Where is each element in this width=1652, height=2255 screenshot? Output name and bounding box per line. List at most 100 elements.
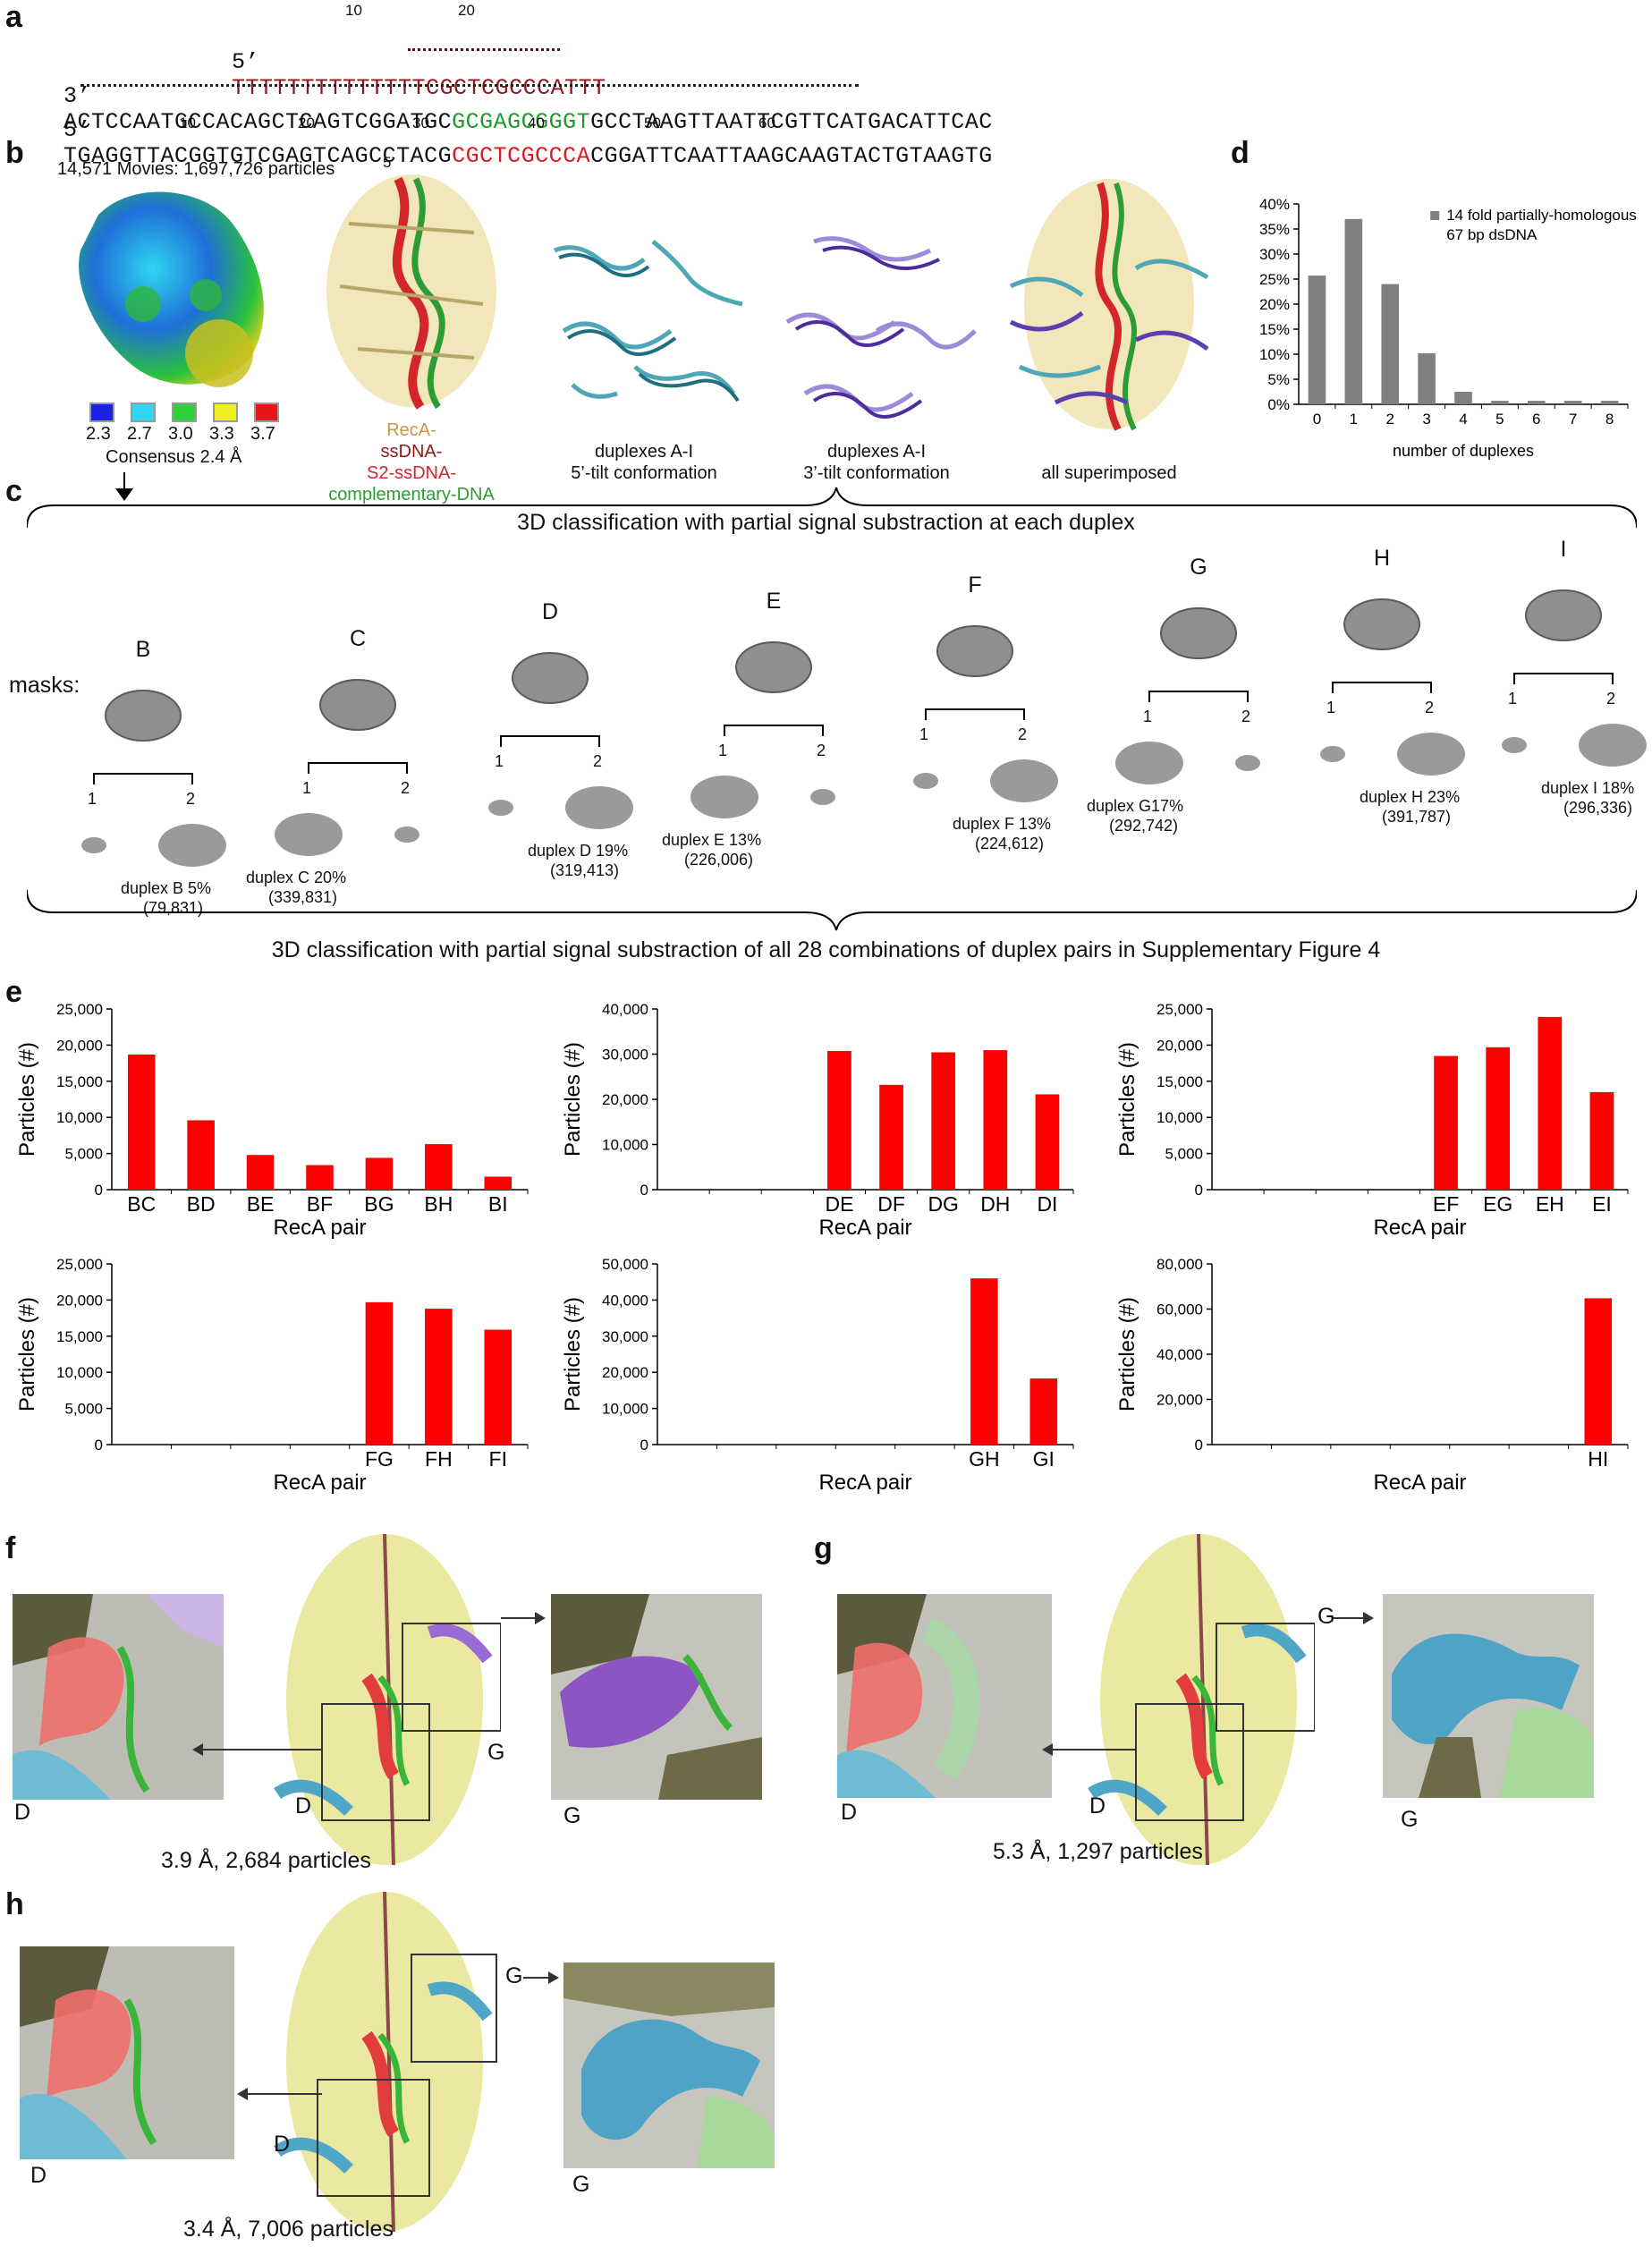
- panel-a-label: a: [5, 0, 22, 34]
- movies-particles-text: 14,571 Movies: 1,697,726 particles: [57, 159, 335, 179]
- branch-2-label-G: 2: [1241, 708, 1251, 725]
- scale-value-5: 3.7: [250, 424, 275, 444]
- bar-EI: [1589, 1091, 1614, 1190]
- x-axis-label: RecA pair: [273, 1216, 366, 1240]
- y-tick-label: 5%: [1267, 371, 1290, 388]
- y-tick-label: 0: [640, 1437, 648, 1454]
- legend-label-line2: 67 bp dsDNA: [1446, 226, 1538, 243]
- duplex-percent-F: duplex F 13%: [953, 815, 1052, 833]
- tick-20: 20: [458, 2, 475, 19]
- consensus-arrow-line: [123, 472, 125, 492]
- duplex-letter-C: C: [349, 626, 367, 651]
- branch-2-label-E: 2: [817, 742, 826, 759]
- duplex-column-E: E 1 2 duplex E 13% (226,006): [662, 537, 881, 912]
- duplex-percent-G: duplex G17%: [1087, 797, 1184, 815]
- duplex-column-F: F 1 2 duplex F 13% (224,612): [868, 537, 1082, 912]
- duplex-mask-graphic-D: [488, 652, 633, 829]
- branch-2-label-H: 2: [1425, 699, 1435, 716]
- bottom-brace: [27, 889, 1637, 931]
- y-tick-label: 5,000: [1165, 1146, 1203, 1163]
- scale-value-1: 2.3: [86, 424, 111, 444]
- y-axis-label: Particles (#): [15, 1042, 39, 1157]
- y-tick-label: 25,000: [56, 1256, 103, 1273]
- y-tick-label: 0: [95, 1437, 103, 1454]
- five-prime-label: 5’: [383, 154, 395, 171]
- bar-3: [1418, 352, 1436, 404]
- bar-DG: [931, 1052, 956, 1190]
- scale-value-2: 2.7: [127, 424, 152, 444]
- bar-4: [1454, 392, 1472, 404]
- bar-8: [1600, 401, 1619, 404]
- chart-pairs-D: 0 10,000 20,000 30,000 40,000 DE DF DG DH DI RecA …: [561, 1001, 1074, 1240]
- branch-2-label-B: 2: [186, 790, 196, 808]
- y-axis-label: Particles (#): [561, 1042, 585, 1157]
- x-tick-label: GI: [1033, 1447, 1055, 1471]
- panel-h-label: h: [5, 1887, 24, 1921]
- bar-HI: [1584, 1298, 1613, 1445]
- bar-DE: [827, 1050, 851, 1190]
- bar-BH: [425, 1144, 453, 1190]
- panel-f-center-D: D: [295, 1793, 312, 1818]
- bar-7: [1563, 401, 1582, 404]
- y-tick-label: 0: [640, 1182, 648, 1199]
- bottom-strand-seq2: CGGATTCAATTAAGCAAGTACTGTAAGTG: [590, 143, 993, 169]
- chart-pairs-B: 0 5,000 10,000 15,000 20,000 25,000 BC BD BE BF BG…: [15, 1001, 529, 1240]
- superimposed-structure: [1009, 179, 1209, 431]
- y-tick-label: 30,000: [602, 1047, 648, 1064]
- panel-c-label: c: [5, 474, 22, 508]
- y-axis-label: Particles (#): [561, 1297, 585, 1411]
- duplex-count-I: (296,336): [1563, 799, 1633, 817]
- pairing-dots-bottom: [80, 84, 859, 87]
- tick-b-30: 30: [412, 114, 429, 131]
- panel-g-right-G: G: [1401, 1807, 1419, 1832]
- panel-h-center-D: D: [274, 2132, 291, 2157]
- panel-g-arrow-right: [1333, 1617, 1365, 1619]
- x-tick-label: BD: [187, 1192, 216, 1216]
- x-tick-label: BG: [364, 1192, 394, 1216]
- y-tick-label: 20,000: [1156, 1037, 1203, 1054]
- x-tick-label: 2: [1385, 411, 1394, 428]
- duplexes-5tilt-line1: duplexes A-I: [594, 442, 694, 462]
- branch-2-label-I: 2: [1606, 690, 1616, 708]
- duplex-percent-I: duplex I 18%: [1541, 779, 1635, 797]
- bar-GH: [970, 1278, 998, 1445]
- bottom-strand-row: 5’ TGAGGTTACGGTGTCGAGTCAGCCTACGCGCTCGCCC…: [36, 91, 993, 169]
- middle-strand-row: 3’ ACTCCAATGCCACAGCTCAGTCGGATGCGCGAGCGGG…: [36, 57, 993, 135]
- panel-f-right-zoom: [551, 1594, 762, 1800]
- bar-BF: [306, 1165, 334, 1190]
- consensus-arrow-head: [115, 488, 133, 501]
- scale-value-3: 3.0: [168, 424, 193, 444]
- y-axis-label: Particles (#): [15, 1297, 39, 1411]
- legend-swatch: [1430, 211, 1440, 220]
- panel-b-label: b: [5, 136, 24, 170]
- bar-2: [1381, 284, 1400, 404]
- x-tick-label: DI: [1037, 1192, 1057, 1216]
- bar-DF: [879, 1084, 903, 1190]
- branch-1-label-H: 1: [1326, 699, 1336, 716]
- bottom-strand-red: CGCTCGCCCA: [452, 143, 591, 169]
- duplex-column-B: B 1 2 duplex B 5% (79,831): [36, 537, 250, 917]
- top-strand-row: 5’ TTTTTTTTTTTTTTCGCTCGCCCATTT: [204, 23, 606, 101]
- bar-DI: [1035, 1094, 1060, 1190]
- x-tick-label: 5: [1495, 411, 1504, 428]
- duplex-mask-graphic-E: [690, 641, 835, 818]
- duplex-column-H: H 1 2 duplex H 23% (391,787): [1275, 537, 1489, 912]
- x-tick-label: FH: [425, 1447, 453, 1471]
- duplex-letter-B: B: [135, 637, 151, 662]
- panel-f-center-G: G: [487, 1740, 505, 1765]
- tick-b-40: 40: [528, 114, 545, 131]
- panel-h-right-zoom: [563, 1963, 775, 2168]
- panel-g-center-G: G: [1317, 1604, 1335, 1629]
- y-tick-label: 5,000: [64, 1401, 103, 1418]
- panel-f-left-zoom: [13, 1594, 224, 1800]
- y-tick-label: 10,000: [1156, 1109, 1203, 1126]
- x-tick-label: DH: [980, 1192, 1010, 1216]
- y-tick-label: 40%: [1259, 196, 1290, 213]
- branch-1-label-C: 1: [302, 779, 312, 797]
- panel-d-label: d: [1231, 136, 1250, 170]
- branch-1-label-G: 1: [1143, 708, 1153, 725]
- y-tick-label: 35%: [1259, 221, 1290, 238]
- y-tick-label: 0%: [1267, 396, 1290, 413]
- bar-FG: [365, 1301, 394, 1445]
- scale-value-4: 3.3: [209, 424, 234, 444]
